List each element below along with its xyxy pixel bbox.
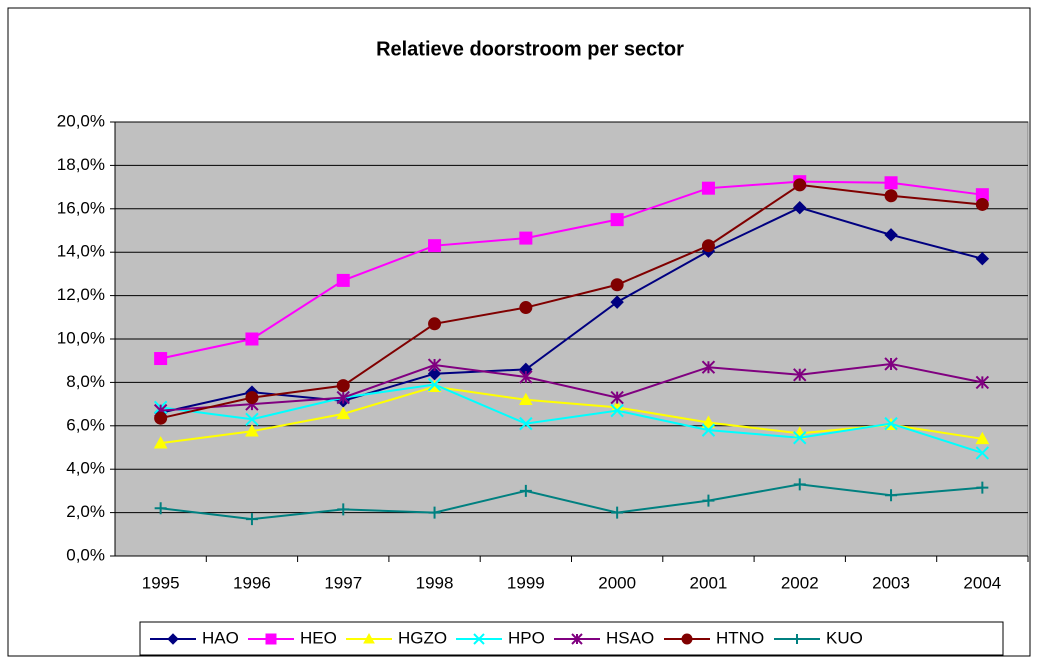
marker <box>975 375 990 390</box>
y-tick-label: 12,0% <box>57 285 105 304</box>
marker <box>793 201 807 215</box>
marker <box>610 403 624 418</box>
legend-label: HTNO <box>716 628 764 647</box>
series-line <box>160 383 983 454</box>
legend-marker <box>792 634 802 644</box>
marker <box>793 478 806 491</box>
series-line <box>160 385 983 445</box>
legend-marker <box>571 633 583 645</box>
marker <box>245 412 259 426</box>
legend-label: HAO <box>202 628 239 647</box>
marker <box>975 252 990 266</box>
legend-label: HGZO <box>398 628 447 647</box>
legend-marker <box>265 633 277 645</box>
series-line <box>160 206 983 414</box>
marker <box>153 436 168 449</box>
legend-marker <box>681 633 693 645</box>
marker <box>976 481 989 494</box>
marker <box>975 431 990 445</box>
marker <box>428 239 442 253</box>
marker <box>884 228 898 242</box>
legend-marker <box>473 633 485 645</box>
marker <box>884 357 898 371</box>
x-tick-label: 1998 <box>416 573 454 592</box>
marker <box>793 431 807 445</box>
marker <box>701 181 715 195</box>
marker <box>154 502 167 515</box>
marker <box>793 178 807 192</box>
marker <box>519 484 532 497</box>
marker <box>702 494 715 507</box>
marker <box>245 391 259 405</box>
y-tick-label: 18,0% <box>57 155 105 174</box>
series-line <box>160 180 983 360</box>
x-tick-label: 2000 <box>598 573 636 592</box>
legend-marker <box>167 633 179 645</box>
marker <box>884 176 898 190</box>
marker <box>885 489 898 502</box>
marker <box>154 352 168 366</box>
legend-label: KUO <box>826 628 863 647</box>
series-line <box>160 362 983 412</box>
x-tick-label: 1997 <box>324 573 362 592</box>
marker <box>610 278 624 292</box>
marker <box>154 411 168 425</box>
x-tick-label: 1996 <box>233 573 271 592</box>
x-tick-label: 1995 <box>142 573 180 592</box>
y-tick-label: 16,0% <box>57 198 105 217</box>
marker <box>245 513 258 526</box>
marker <box>701 239 715 253</box>
legend-marker <box>363 632 375 644</box>
y-tick-label: 6,0% <box>66 415 105 434</box>
y-tick-label: 14,0% <box>57 242 105 261</box>
legend-label: HEO <box>300 628 337 647</box>
marker <box>427 358 442 372</box>
marker <box>975 446 990 460</box>
series-line <box>160 183 983 420</box>
marker <box>611 506 624 519</box>
x-tick-label: 2002 <box>781 573 819 592</box>
marker <box>336 406 351 420</box>
marker <box>884 416 898 431</box>
marker <box>336 379 350 393</box>
marker <box>519 231 533 245</box>
marker <box>519 301 533 315</box>
marker <box>610 213 624 227</box>
legend-label: HSAO <box>606 628 654 647</box>
x-tick-label: 1999 <box>507 573 545 592</box>
marker <box>519 416 533 431</box>
x-tick-label: 2004 <box>963 573 1001 592</box>
marker <box>701 360 716 374</box>
marker <box>610 295 624 309</box>
y-tick-label: 8,0% <box>66 372 105 391</box>
marker <box>519 392 533 406</box>
marker <box>336 390 350 405</box>
y-tick-label: 2,0% <box>66 502 105 521</box>
y-tick-label: 0,0% <box>66 545 105 564</box>
marker <box>428 317 442 331</box>
x-tick-label: 2001 <box>690 573 728 592</box>
chart-title: Relatieve doorstroom per sector <box>376 38 684 60</box>
marker <box>701 415 716 428</box>
marker <box>245 424 259 437</box>
y-tick-label: 10,0% <box>57 328 105 347</box>
y-tick-label: 4,0% <box>66 459 105 478</box>
y-tick-label: 20,0% <box>57 111 105 130</box>
series-line <box>160 483 983 521</box>
marker <box>245 332 259 346</box>
marker <box>337 503 350 516</box>
marker <box>428 506 441 519</box>
marker <box>610 390 624 405</box>
marker <box>793 368 807 382</box>
marker <box>427 377 442 392</box>
marker <box>701 423 716 437</box>
marker <box>336 273 350 287</box>
marker <box>519 370 533 384</box>
legend-label: HPO <box>508 628 545 647</box>
marker <box>884 189 898 203</box>
marker <box>975 197 989 211</box>
x-tick-label: 2003 <box>872 573 910 592</box>
